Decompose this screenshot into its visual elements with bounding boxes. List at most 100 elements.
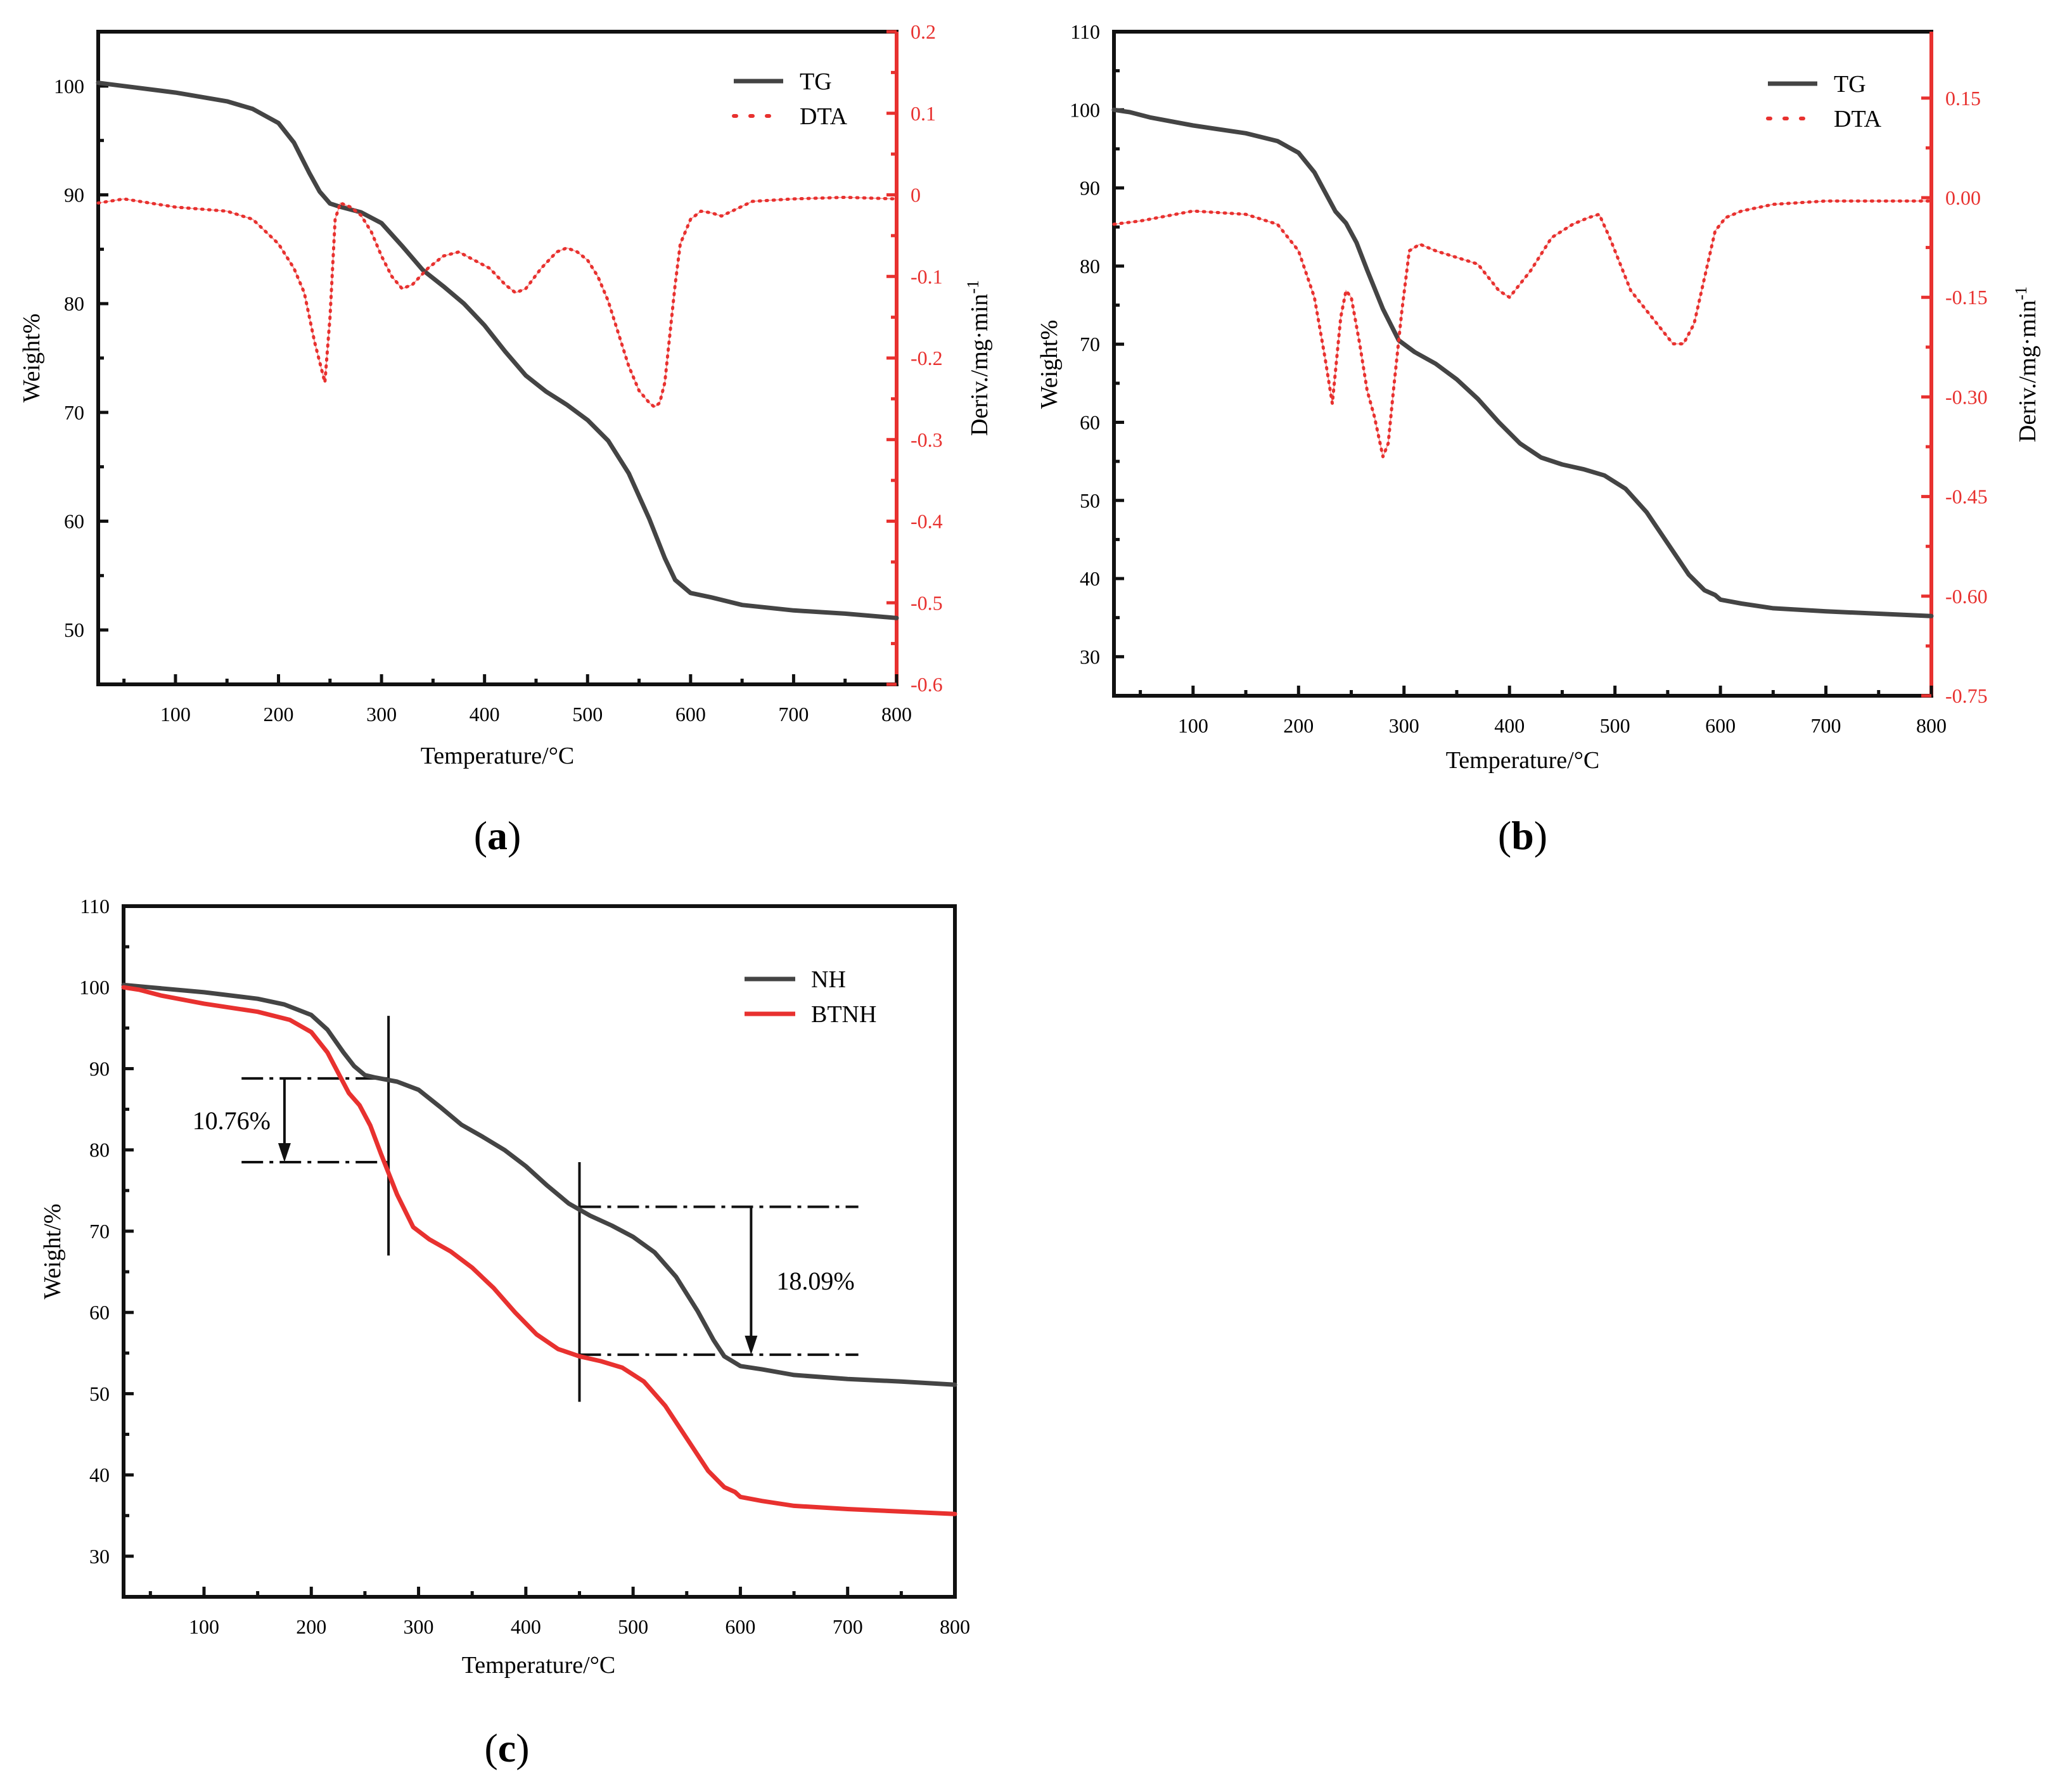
panel-a-x-tick-label-600: 600 [675,703,706,726]
panel-a-y-ticks: 50 60 70 80 90 100 [54,75,108,641]
panel-a-y-tick-label-60: 60 [64,510,84,533]
panel-b-x-tick-label-700: 700 [1811,714,1841,737]
panel-b-y-tick-label-110: 110 [1070,20,1100,43]
panel-a-x-ticks: 100 200 300 400 500 600 700 800 [122,674,912,726]
panel-b-y2-tick-label: -0.15 [1945,286,1988,309]
panel-a-label-letter: a [487,813,508,858]
panel-c-y-tick-label-110: 110 [80,895,110,918]
panel-b-y2-tick-label: -0.60 [1945,585,1988,608]
panel-c-series-btnh-line [121,985,957,1516]
panel-c-legend: NH BTNH [745,966,876,1028]
panel-c-x-tick-label-400: 400 [511,1615,541,1638]
panel-a-x-tick-label-500: 500 [572,703,603,726]
panel-b-y-axis-title: Weight% [1036,320,1063,409]
panel-a-y-axis-title: Weight% [18,314,45,402]
panel-a-y2-tick-label: -0.6 [911,673,943,696]
panel-a-series-dta-line [96,195,899,409]
panel-a-series [96,80,899,620]
panel-c-y-ticks: 30 40 50 60 70 80 90 100 110 [79,895,134,1568]
panel-c-x-tick-label-700: 700 [833,1615,863,1638]
panel-a-y2-tick-label: -0.2 [911,347,943,369]
panel-b-label: (b) [1498,813,1547,858]
panel-b-y2-tick-label: -0.45 [1945,485,1988,508]
panel-c-y-tick-label-60: 60 [89,1301,110,1324]
panel-c-label-letter: c [498,1725,516,1770]
panel-a-plot-frame [96,30,899,686]
panel-b-label-letter: b [1511,813,1534,858]
panel-a-y2-tick-label: -0.3 [911,428,943,451]
panel-a-chart: 100 200 300 400 500 600 700 800 50 60 70 80 90 100 -… [18,20,993,858]
panel-c-y-tick-label-30: 30 [89,1545,110,1568]
panel-a-x-tick-label-200: 200 [264,703,294,726]
panel-c-annotation-0-arrow-head [278,1142,291,1162]
panel-b-y-ticks: 30 40 50 60 70 80 90 100 110 [1070,20,1124,668]
panel-c-y-tick-label-50: 50 [89,1382,110,1405]
panel-a-y-tick-label-50: 50 [64,618,84,641]
panel-a-legend: TG DTA [732,68,848,130]
panel-b-x-tick-label-500: 500 [1600,714,1630,737]
panel-b-y-tick-label-90: 90 [1080,177,1100,200]
panel-c-x-tick-label-600: 600 [725,1615,755,1638]
panel-a-y2-axis-title: Deriv./mg·min-1 [964,280,993,436]
panel-c-y-axis-title: Weight/% [39,1203,66,1299]
panel-b-x-tick-label-100: 100 [1178,714,1208,737]
panel-b-y2-tick-label: -0.30 [1945,385,1988,408]
panel-a-y-tick-label-80: 80 [64,292,84,315]
panel-b-y-tick-label-50: 50 [1080,489,1100,512]
panel-c-label: (c) [484,1725,529,1770]
panel-c-annotation-1-arrow-head [745,1335,758,1355]
panel-c-y-tick-label-100: 100 [79,976,110,999]
panel-a-x-tick-label-100: 100 [160,703,191,726]
panel-b-series-dta-line [1112,199,1933,459]
panel-b-x-ticks: 100 200 300 400 500 600 700 800 [1139,686,1947,737]
panel-b-x-tick-label-800: 800 [1916,714,1947,737]
panel-a-y2-tick-label: -0.1 [911,265,943,288]
panel-b-x-tick-label-300: 300 [1389,714,1419,737]
panel-c-x-tick-label-800: 800 [940,1615,970,1638]
panel-b-y2-axis-title-main: Deriv./mg·min [2014,300,2041,442]
panel-c-annotations: 10.76% 18.09% [193,1016,859,1402]
panel-b-y-tick-label-60: 60 [1080,411,1100,433]
panel-a-y2-axis-title-sup: -1 [964,280,982,294]
panel-a-x-tick-label-700: 700 [778,703,809,726]
panel-b-y2-tick-label: -0.75 [1945,684,1988,707]
panel-a-x-axis-title: Temperature/°C [421,743,575,769]
panel-b-y-tick-label-80: 80 [1080,255,1100,278]
panel-a-y2-ticks: -0.6 -0.5 -0.4 -0.3 -0.2 -0.1 0 0.1 0.2 [886,20,943,696]
panel-c-annotation-1-label: 18.09% [776,1267,854,1295]
panel-b-y2-axis-title: Deriv./mg·min-1 [2012,286,2041,442]
panel-c-plot-frame [122,904,957,1599]
panel-b-y2-axis-title-sup: -1 [2012,286,2030,300]
panel-c-series-nh-line [121,982,957,1387]
panel-b-chart: 100 200 300 400 500 600 700 800 30 40 50 60 70 80 90 1… [1036,20,2041,858]
panel-c-x-ticks: 100 200 300 400 500 600 700 800 [148,1587,970,1638]
panel-a-y2-tick-label: -0.5 [911,591,943,614]
panel-a-y2-axis-title-main: Deriv./mg·min [966,294,993,436]
panel-c-legend-btnh-label: BTNH [811,1001,876,1028]
panel-a-y2-tick-label: 0.2 [911,20,936,43]
panel-b-x-tick-label-600: 600 [1705,714,1736,737]
panel-b-series-dta-trace [1113,200,1931,459]
panel-c-y-tick-label-70: 70 [89,1220,110,1243]
panel-b-series-tg-line [1111,107,1934,618]
panel-b-y-tick-label-30: 30 [1080,645,1100,668]
panel-c-x-tick-label-200: 200 [296,1615,326,1638]
panel-a-label: (a) [474,813,521,858]
panel-b-y-tick-label-40: 40 [1080,567,1100,590]
panel-c-y-tick-label-90: 90 [89,1057,110,1080]
panel-b-legend: TG DTA [1766,71,1882,132]
panel-c-x-tick-label-500: 500 [618,1615,648,1638]
panel-a-y2-tick-label: -0.4 [911,510,943,533]
panel-a-x-tick-label-800: 800 [881,703,912,726]
panel-a-y2-tick-label: 0 [911,184,921,207]
panel-a-y-tick-label-90: 90 [64,184,84,207]
panel-a-y2-tick-label: 0.1 [911,102,936,125]
panel-b-legend-dta-label: DTA [1834,106,1882,132]
panel-b-x-tick-label-400: 400 [1494,714,1525,737]
panel-b-legend-tg-label: TG [1834,71,1866,98]
panel-a-series-tg-line [96,80,899,620]
panel-b-series [1111,107,1934,618]
panel-c-y-tick-label-80: 80 [89,1139,110,1162]
panel-b-y2-tick-label: 0.15 [1945,87,1981,110]
